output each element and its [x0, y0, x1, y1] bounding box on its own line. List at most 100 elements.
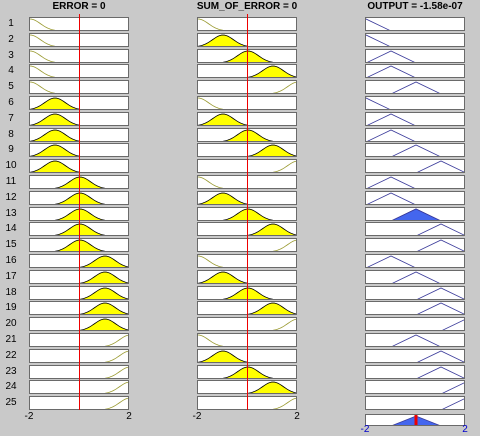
membership-fill — [249, 66, 296, 77]
output-membership-triangle — [442, 382, 464, 393]
sum-of-error-membership-plot — [198, 176, 224, 188]
output-membership-cell — [365, 159, 465, 173]
error-axis-max-label: 2 — [126, 411, 132, 422]
rule-number-label: 25 — [5, 397, 17, 408]
error-membership-plot — [79, 318, 128, 330]
output-membership-plot — [417, 302, 464, 314]
membership-curve — [104, 334, 128, 346]
output-membership-cell — [365, 80, 465, 94]
sum-of-error-membership-plot — [247, 381, 296, 393]
membership-curve — [198, 271, 249, 283]
membership-fill — [81, 288, 128, 299]
membership-curve — [247, 65, 296, 77]
error-input-marker[interactable] — [79, 14, 80, 410]
rule-number-label: 3 — [8, 50, 14, 61]
membership-curve — [272, 160, 296, 172]
rule-number-label: 9 — [8, 144, 14, 155]
output-membership-triangle — [392, 144, 440, 156]
output-membership-cell — [365, 207, 465, 221]
membership-fill — [56, 193, 104, 204]
membership-curve — [272, 318, 296, 330]
membership-curve — [79, 302, 128, 314]
membership-fill — [249, 382, 296, 393]
output-membership-cell — [365, 254, 465, 268]
rule-number-label: 19 — [5, 302, 17, 313]
output-membership-triangle — [442, 398, 464, 409]
membership-curve — [54, 208, 106, 220]
error-membership-plot — [104, 366, 128, 378]
membership-curve — [222, 50, 274, 62]
output-membership-plot — [367, 129, 415, 141]
sum-of-error-membership-plot — [272, 160, 296, 172]
error-membership-plot — [54, 239, 106, 251]
error-membership-plot — [30, 160, 81, 172]
membership-curve — [30, 50, 56, 62]
membership-fill — [81, 303, 128, 314]
output-membership-plot — [417, 366, 464, 378]
rule-number-label: 12 — [5, 192, 17, 203]
sum-of-error-membership-plot — [222, 208, 274, 220]
membership-fill — [224, 51, 272, 62]
aggregated-output-cell — [365, 414, 465, 426]
sum-of-error-membership-plot — [222, 366, 274, 378]
error-membership-plot — [79, 302, 128, 314]
output-membership-plot — [367, 50, 415, 62]
sum-of-error-membership-plot — [222, 129, 274, 141]
output-membership-plot — [392, 208, 440, 220]
sum-of-error-input-marker[interactable] — [247, 14, 248, 410]
output-membership-plot — [366, 34, 390, 46]
output-membership-triangle — [367, 50, 415, 62]
output-axis-max-label: 2 — [462, 424, 468, 435]
error-axis-min-label: -2 — [24, 411, 34, 422]
output-membership-plot — [442, 398, 464, 409]
output-membership-cell — [365, 17, 465, 31]
sum-of-error-membership-plot — [272, 397, 296, 409]
membership-curve — [198, 255, 224, 267]
membership-curve — [79, 255, 128, 267]
error-membership-plot — [79, 271, 128, 283]
membership-curve — [247, 223, 296, 235]
error-membership-plot — [54, 208, 106, 220]
membership-curve — [247, 302, 296, 314]
membership-curve — [222, 208, 274, 220]
sum-of-error-axis-max-label: 2 — [294, 411, 300, 422]
error-membership-plot — [54, 223, 106, 235]
rule-number-label: 16 — [5, 255, 17, 266]
sum-of-error-membership-plot — [198, 271, 249, 283]
error-membership-plot — [104, 350, 128, 362]
membership-fill — [56, 224, 104, 235]
sum-of-error-membership-plot — [198, 18, 224, 30]
output-membership-triangle — [367, 176, 415, 188]
output-membership-triangle — [417, 350, 464, 362]
rule-number-label: 20 — [5, 318, 17, 329]
output-membership-plot — [417, 350, 464, 362]
membership-curve — [79, 287, 128, 299]
output-membership-cell — [365, 49, 465, 63]
output-membership-triangle — [366, 34, 390, 46]
sum-of-error-membership-plot — [198, 255, 224, 267]
membership-curve — [104, 366, 128, 378]
membership-curve — [247, 381, 296, 393]
membership-curve — [30, 144, 81, 156]
output-membership-cell — [365, 333, 465, 347]
sum-of-error-membership-plot — [198, 350, 249, 362]
error-membership-plot — [54, 176, 106, 188]
output-membership-cell — [365, 96, 465, 110]
rule-number-label: 10 — [5, 160, 17, 171]
membership-fill — [31, 130, 79, 141]
membership-fill — [56, 177, 104, 188]
membership-fill — [31, 145, 79, 156]
sum-of-error-membership-plot — [272, 81, 296, 93]
rule-number-label: 7 — [8, 113, 14, 124]
output-membership-triangle — [417, 302, 464, 314]
membership-fill — [249, 303, 296, 314]
membership-curve — [198, 113, 249, 125]
membership-curve — [222, 129, 274, 141]
output-membership-cell — [365, 286, 465, 300]
membership-fill — [56, 240, 104, 251]
output-membership-cell — [365, 112, 465, 126]
output-membership-plot — [366, 18, 390, 30]
membership-curve — [198, 334, 224, 346]
membership-curve — [198, 34, 249, 46]
output-axis-min-label: -2 — [360, 424, 370, 435]
